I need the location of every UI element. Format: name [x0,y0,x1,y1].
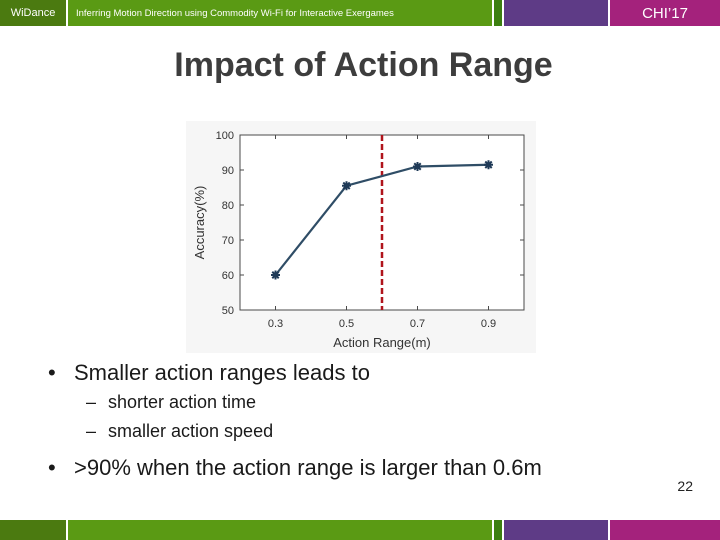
accuracy-line-chart: 50 60 70 80 90 100 0.3 0.5 0.7 0.9 Action Range(m)… [186,121,536,353]
y-tick-label: 80 [222,200,234,212]
y-tick-label: 90 [222,165,234,177]
bullet-2: • >90% when the action range is larger th… [48,455,542,481]
venue-label: CHI’17 [642,5,688,22]
y-tick-label: 60 [222,270,234,282]
y-tick-label: 100 [216,130,234,142]
bullet-1: • Smaller action ranges leads to [48,360,370,386]
data-point-marker [484,160,493,170]
y-tick-label: 50 [222,305,234,317]
sub-bullet-marker: – [86,421,97,441]
page-number: 22 [677,478,693,494]
bullet-marker: • [48,360,56,385]
sub-bullet-1-text: shorter action time [108,392,257,412]
footer-block [610,520,720,540]
header-venue-block [610,0,720,26]
header-accent-block [494,0,502,26]
footer-block [68,520,492,540]
paper-title: Inferring Motion Direction using Commodi… [76,8,394,19]
footer-block [504,520,608,540]
x-tick-label: 0.9 [481,318,496,330]
x-tick-label: 0.7 [410,318,425,330]
series-line [274,163,489,276]
data-point-marker [413,162,422,171]
footer-block [494,520,502,540]
bullet-marker: • [48,455,56,480]
x-tick-label: 0.3 [268,318,283,330]
data-point-marker [342,181,351,191]
y-tick-label: 70 [222,235,234,247]
y-axis-label: Accuracy(%) [192,186,207,260]
footer-block [0,520,66,540]
header-bar: WiDance Inferring Motion Direction using… [0,0,720,26]
brand-label: WiDance [10,7,56,19]
data-point-marker [271,270,280,280]
sub-bullet-1: – shorter action time [86,392,256,413]
header-purple-block [504,0,608,26]
sub-bullet-2: – smaller action speed [86,421,273,442]
bullet-1-text: Smaller action ranges leads to [74,360,370,385]
bullet-2-text: >90% when the action range is larger tha… [74,455,542,480]
x-axis-label: Action Range(m) [333,335,431,350]
sub-bullet-2-text: smaller action speed [108,421,274,441]
header-title-block [68,0,492,26]
slide-title: Impact of Action Range [174,46,553,84]
sub-bullet-marker: – [86,392,97,412]
x-tick-label: 0.5 [339,318,354,330]
footer-bar [0,520,720,540]
header-brand-block [0,0,66,26]
